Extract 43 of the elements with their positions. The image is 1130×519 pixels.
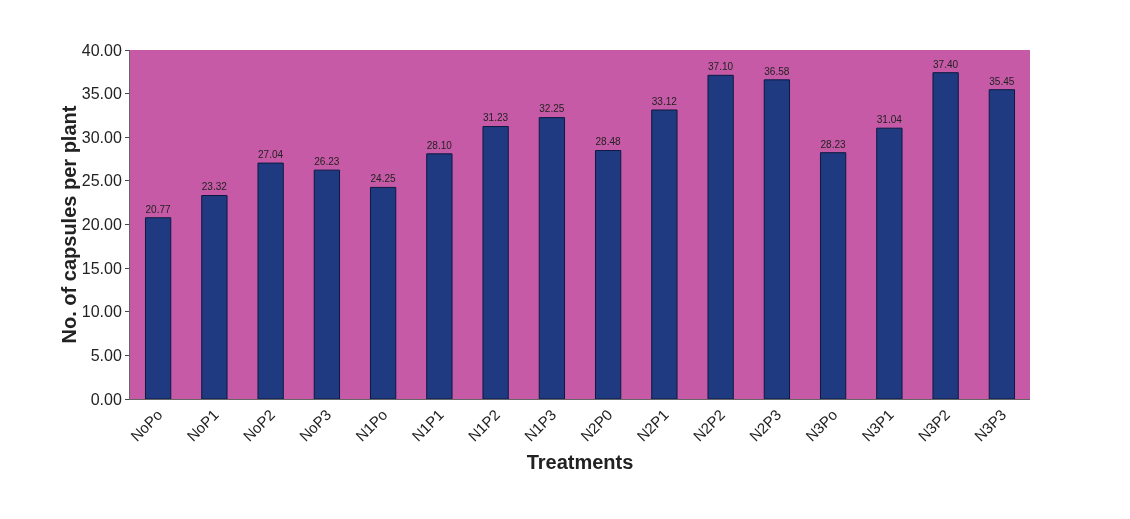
data-label: 31.04 xyxy=(876,114,903,126)
bar xyxy=(257,162,284,399)
data-label: 20.77 xyxy=(145,203,172,215)
y-axis-title: No. of capsules per plant xyxy=(57,105,80,344)
y-tick-label: 20.00 xyxy=(81,216,122,234)
y-tick-label: 25.00 xyxy=(81,172,122,190)
y-tick-label: 0.00 xyxy=(90,390,122,408)
bar xyxy=(369,186,397,399)
data-label: 36.58 xyxy=(764,65,790,77)
data-label: 37.40 xyxy=(932,58,959,70)
bar xyxy=(651,109,678,399)
bar xyxy=(482,126,509,399)
data-label: 35.45 xyxy=(989,75,1015,87)
y-tick-label: 5.00 xyxy=(90,346,122,364)
data-label: 28.23 xyxy=(820,138,847,150)
data-label: 28.48 xyxy=(595,136,622,148)
bar xyxy=(594,150,622,399)
bar xyxy=(876,127,903,399)
bar xyxy=(707,74,734,399)
data-label: 23.32 xyxy=(201,181,228,193)
bar xyxy=(819,152,847,399)
data-label: 33.12 xyxy=(651,95,678,107)
bar xyxy=(426,153,453,399)
x-axis-title: Treatments xyxy=(526,451,634,473)
bar xyxy=(763,79,791,399)
y-tick-label: 15.00 xyxy=(81,259,122,277)
data-label: 37.10 xyxy=(707,61,734,73)
data-label: 28.10 xyxy=(426,139,453,151)
bar xyxy=(932,72,959,399)
y-tick-label: 10.00 xyxy=(81,303,122,321)
y-tick-label: 30.00 xyxy=(81,128,122,146)
y-tick-label: 40.00 xyxy=(81,41,122,59)
y-tick-label: 35.00 xyxy=(81,85,122,103)
data-label: 24.25 xyxy=(370,173,397,185)
bar xyxy=(313,169,341,399)
bar xyxy=(201,195,228,399)
bar xyxy=(538,117,566,399)
data-label: 27.04 xyxy=(257,148,284,160)
data-label: 26.23 xyxy=(314,155,340,167)
bar xyxy=(988,89,1016,399)
data-label: 31.23 xyxy=(482,112,509,124)
bar xyxy=(144,217,172,399)
data-label: 32.25 xyxy=(539,103,565,115)
